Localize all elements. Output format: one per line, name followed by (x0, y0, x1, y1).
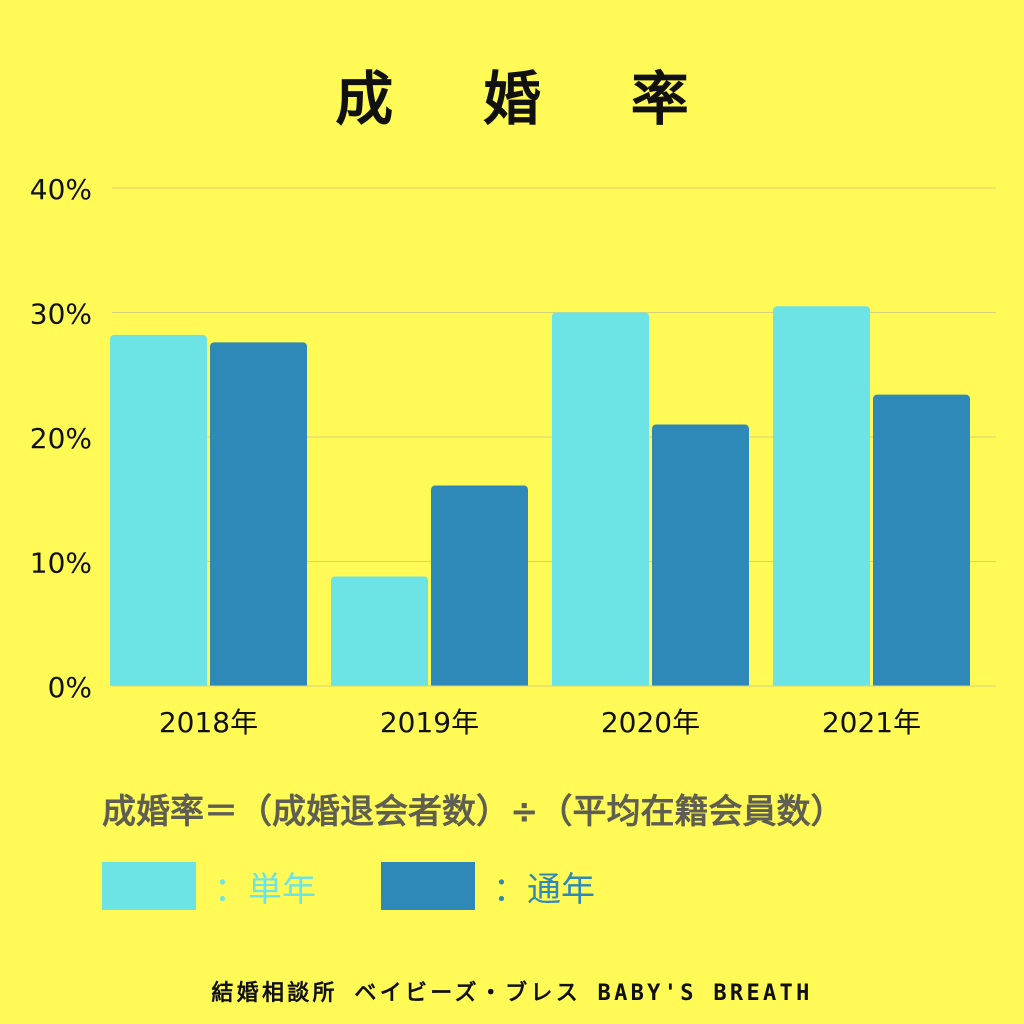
bar (773, 306, 870, 686)
legend-item-single-year: ：単年 (102, 862, 316, 910)
y-tick-label: 0% (48, 671, 92, 704)
y-tick-label: 40% (30, 173, 92, 206)
bar-base (431, 680, 528, 686)
bar-base (552, 680, 649, 686)
y-tick-label: 10% (30, 547, 92, 580)
bar-chart: 0% 10% 20% 30% 40% 2018年 2019年 2020年 2021年 (30, 173, 996, 739)
x-tick-label: 2021年 (822, 706, 921, 739)
bar (552, 312, 649, 686)
bar (652, 424, 749, 686)
bar-base (110, 680, 207, 686)
legend-swatch-single-year (102, 862, 196, 910)
formula-text: 成婚率＝（成婚退会者数）÷（平均在籍会員数） (102, 792, 845, 832)
legend-swatch-full-year (381, 862, 475, 910)
bar-base (652, 680, 749, 686)
bar-base (210, 680, 307, 686)
bar (873, 394, 970, 686)
footer-brand: 結婚相談所 ベイビーズ・ブレス BABY'S BREATH (211, 981, 813, 1006)
y-tick-label: 20% (30, 422, 92, 455)
bar (210, 342, 307, 686)
legend-label-single-year: ：単年 (214, 869, 316, 910)
bar-base (331, 680, 428, 686)
chart-title: 成 婚 率 (335, 65, 724, 133)
legend-label-full-year: ：通年 (493, 869, 595, 910)
legend-item-full-year: ：通年 (381, 862, 595, 910)
bar-base (873, 680, 970, 686)
x-tick-label: 2019年 (380, 706, 479, 739)
x-tick-label: 2020年 (601, 706, 700, 739)
bar (110, 334, 207, 686)
y-tick-label: 30% (30, 298, 92, 331)
bar (331, 576, 428, 686)
bar (431, 485, 528, 686)
bar-base (773, 680, 870, 686)
x-tick-label: 2018年 (159, 706, 258, 739)
